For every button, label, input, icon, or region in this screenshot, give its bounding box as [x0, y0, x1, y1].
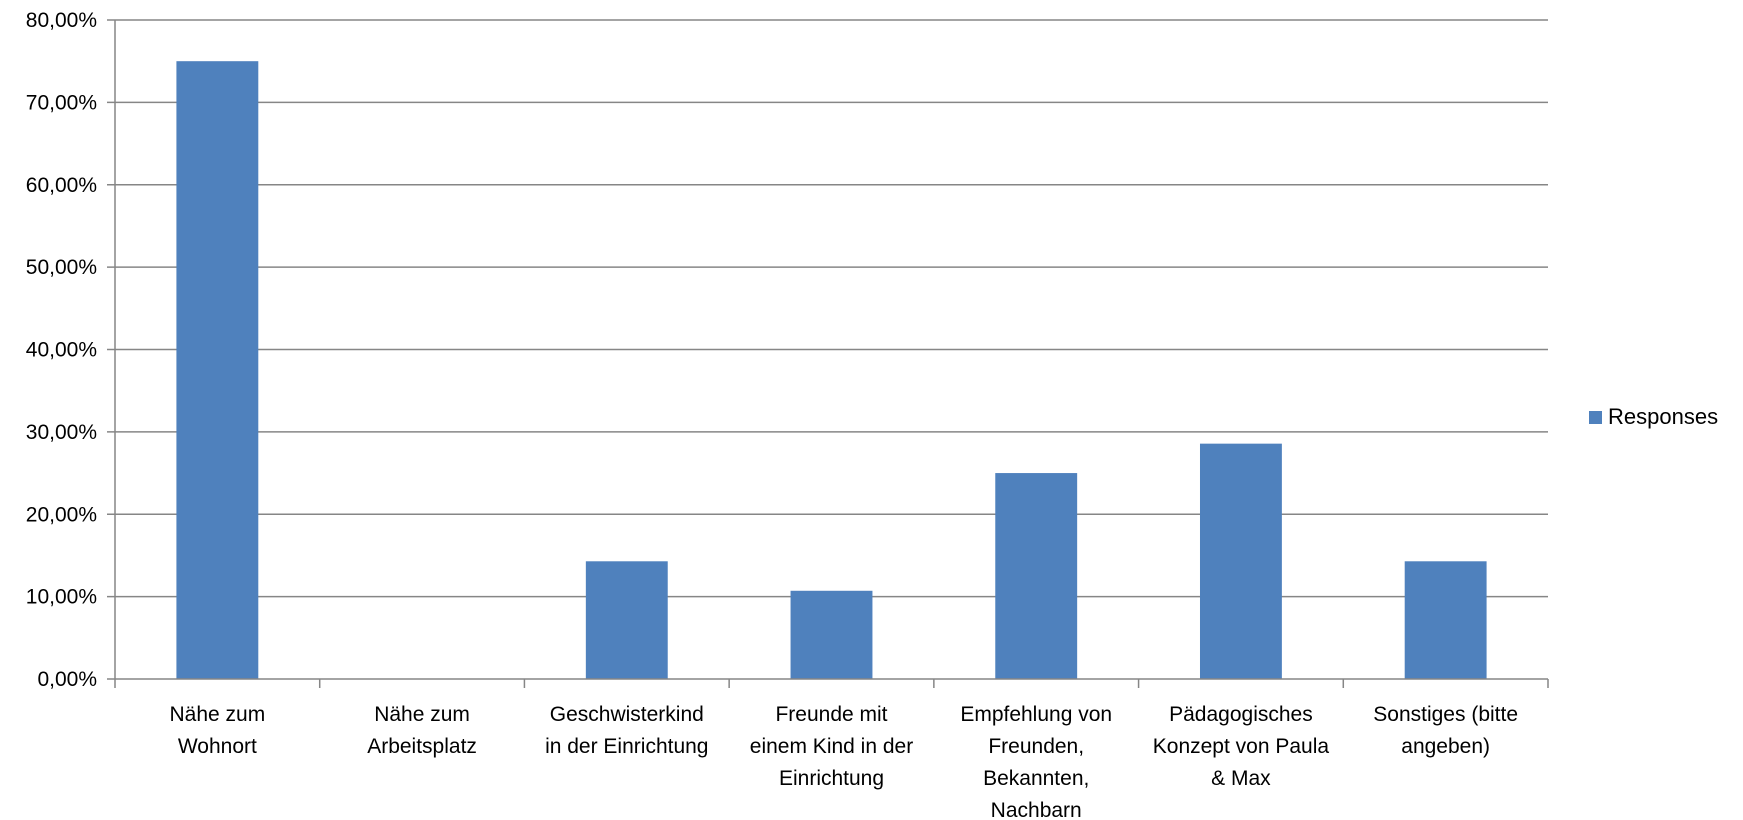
y-tick-label: 70,00%	[26, 91, 97, 114]
y-tick-label: 50,00%	[26, 256, 97, 279]
y-tick-label: 0,00%	[37, 668, 97, 691]
legend: Responses	[1589, 404, 1718, 430]
gridlines	[115, 19, 1548, 598]
x-category-label: Freunden,	[988, 735, 1084, 758]
bars	[176, 61, 1487, 679]
x-category-label: in der Einrichtung	[545, 735, 708, 758]
x-category-label: Bekannten,	[983, 767, 1089, 790]
legend-label: Responses	[1608, 404, 1719, 429]
y-tick-label: 40,00%	[26, 339, 97, 362]
x-category-label: Sonstiges (bitte	[1373, 703, 1518, 726]
y-tick-label: 30,00%	[26, 421, 97, 444]
bar	[585, 561, 668, 679]
x-category-label: Pädagogisches	[1169, 703, 1313, 726]
x-category-label: Empfehlung von	[960, 703, 1112, 726]
x-category-label: Geschwisterkind	[550, 703, 704, 726]
bar	[995, 473, 1078, 679]
x-category-label: Freunde mit	[775, 703, 887, 726]
x-category-label: Konzept von Paula	[1153, 735, 1330, 758]
y-axis-tick-labels: 0,00% 10,00% 20,00% 30,00% 40,00% 50,00% 60,00…	[26, 9, 97, 691]
bar	[790, 590, 873, 679]
x-category-label: Wohnort	[178, 735, 257, 758]
x-category-label: Arbeitsplatz	[367, 735, 477, 758]
y-tick-label: 10,00%	[26, 586, 97, 609]
y-tick-label: 20,00%	[26, 503, 97, 526]
legend-swatch	[1589, 410, 1602, 424]
bar	[176, 61, 259, 679]
x-category-label: Nähe zum	[374, 703, 470, 726]
x-category-label: Nachbarn	[991, 799, 1082, 820]
y-tick-label: 80,00%	[26, 9, 97, 32]
x-category-label: Einrichtung	[779, 767, 884, 790]
x-category-label: Nähe zum	[169, 703, 265, 726]
x-category-label: & Max	[1211, 767, 1271, 790]
x-category-label: angeben)	[1401, 735, 1490, 758]
bar	[1404, 561, 1487, 679]
y-tick-label: 60,00%	[26, 174, 97, 197]
x-axis-category-labels: Nähe zum Wohnort Nähe zum Arbeitsplatz Gesch…	[169, 703, 1518, 820]
bar	[1199, 443, 1282, 679]
x-category-label: einem Kind in der	[750, 735, 913, 758]
axes	[107, 19, 1549, 688]
